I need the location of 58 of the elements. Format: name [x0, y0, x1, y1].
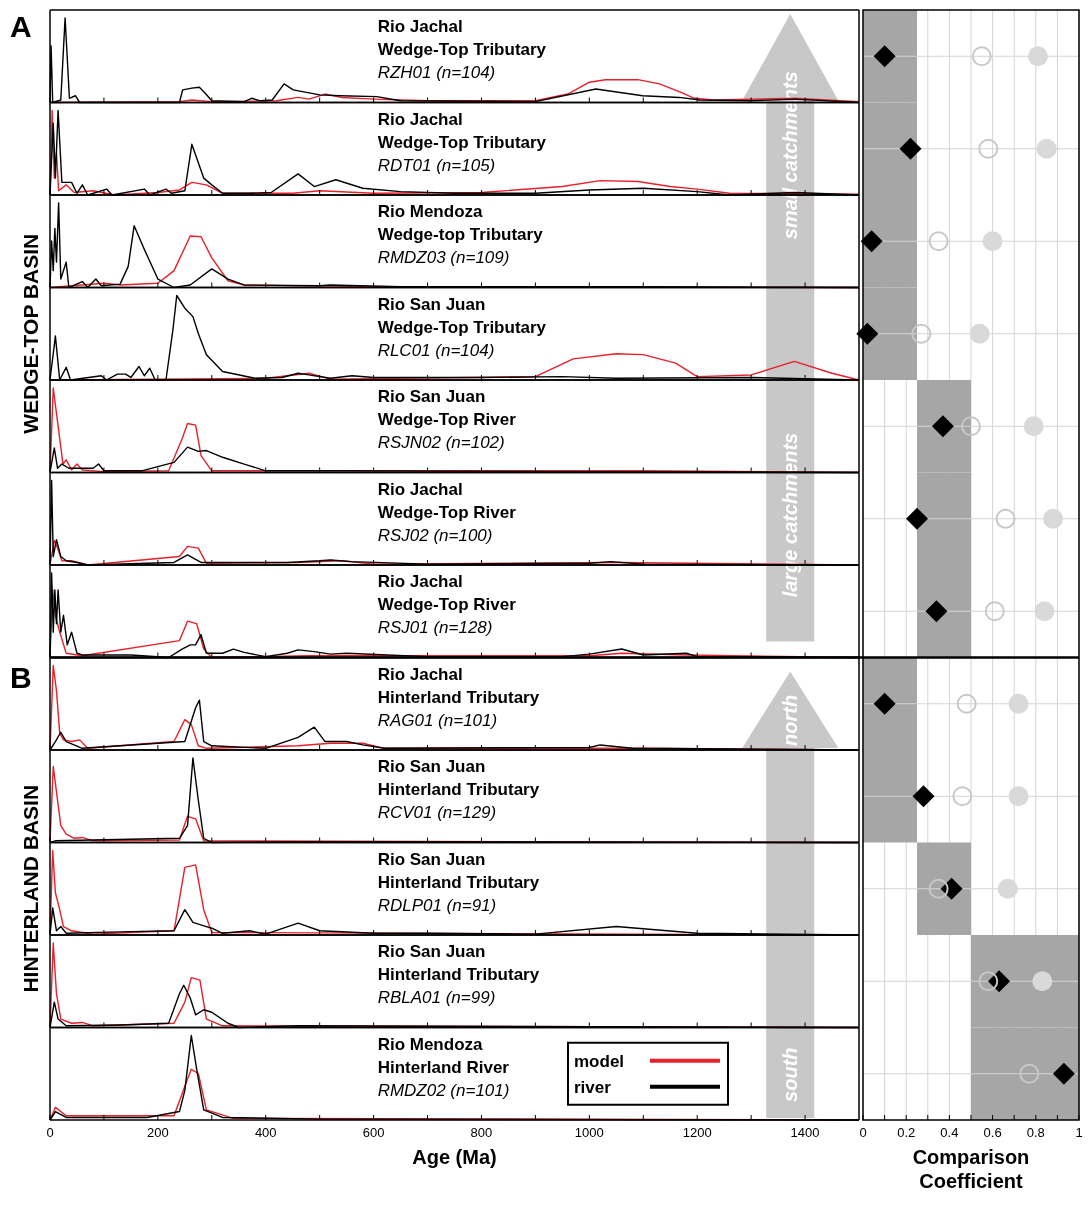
x-tick-label: 1000	[574, 1125, 604, 1140]
chart-title: Rio Jachal	[377, 479, 463, 499]
chart-title: Rio Jachal	[377, 664, 463, 684]
annotation: RAG01 (n=101)	[377, 710, 498, 730]
x-tick-label: 600	[362, 1125, 385, 1140]
chart-title: Rio Mendoza	[377, 202, 484, 221]
x-tick-label: 400	[254, 1125, 277, 1140]
annotation: RZH01 (n=104)	[377, 63, 496, 82]
x-tick-label: 0.6	[983, 1125, 1002, 1140]
x-tick-label: 0.4	[940, 1125, 959, 1140]
x-tick-label: 0	[46, 1125, 54, 1140]
annotation: RDLP01 (n=91)	[377, 895, 497, 915]
annotation: RDT01 (n=105)	[377, 155, 496, 175]
x-tick-label: 0	[859, 1125, 867, 1140]
annotation: RLC01 (n=104)	[377, 340, 495, 360]
x-tick-label: 0.8	[1026, 1125, 1045, 1140]
x-tick-label: 200	[147, 1125, 169, 1140]
text: Hinterland Tributary	[377, 872, 540, 892]
chart-title: Rio Mendoza	[377, 1034, 484, 1054]
annotation: RMDZ02 (n=101)	[377, 1080, 510, 1100]
chart-title: Rio Jachal	[377, 572, 463, 591]
x-tick-label: 1	[1075, 1125, 1083, 1140]
text: Hinterland Tributary	[377, 780, 540, 799]
text: Wedge-Top Tributary	[377, 317, 547, 337]
chart-title: Rio San Juan	[377, 849, 486, 869]
annotation: RCV01 (n=129)	[377, 803, 497, 822]
text: WEDGE-TOP BASIN	[18, 233, 42, 434]
text: Wedge-top Tributary	[377, 225, 544, 244]
text: B	[10, 660, 32, 694]
x-tick-label: 800	[470, 1125, 493, 1140]
x-axis-title: Comparison Coefficient	[912, 1146, 1030, 1192]
text: A	[10, 10, 32, 43]
text: Hinterland River	[377, 1057, 510, 1077]
annotation: RBLA01 (n=99)	[377, 988, 496, 1007]
text: Hinterland Tributary	[377, 687, 540, 707]
text: Wedge-Top River	[377, 502, 517, 522]
x-axis-title: Age (Ma)	[412, 1146, 497, 1168]
x-tick-label: 1200	[682, 1125, 712, 1140]
text: Wedge-Top Tributary	[377, 40, 547, 59]
annotation: RSJ01 (n=128)	[377, 618, 493, 637]
text: Wedge-Top River	[377, 595, 517, 614]
text: Wedge-Top Tributary	[377, 132, 547, 152]
chart-title: Rio San Juan	[377, 294, 486, 314]
x-tick-label: 1400	[790, 1125, 820, 1140]
annotation: RSJN02 (n=102)	[377, 433, 505, 452]
annotation: RSJ02 (n=100)	[377, 525, 493, 545]
chart-title: Rio San Juan	[377, 942, 486, 961]
x-tick-label: 0.2	[897, 1125, 916, 1140]
text: Hinterland Tributary	[377, 965, 540, 984]
annotation: RMDZ03 (n=109)	[377, 248, 510, 267]
chart-title: Rio San Juan	[377, 387, 486, 406]
legend-label: river	[574, 1077, 612, 1097]
chart-title: Rio Jachal	[377, 17, 463, 36]
legend-label: model	[574, 1051, 625, 1071]
chart-title: Rio San Juan	[377, 757, 486, 776]
text: Wedge-Top River	[377, 410, 517, 429]
text: HINTERLAND BASIN	[18, 784, 42, 993]
chart-title: Rio Jachal	[377, 109, 463, 129]
